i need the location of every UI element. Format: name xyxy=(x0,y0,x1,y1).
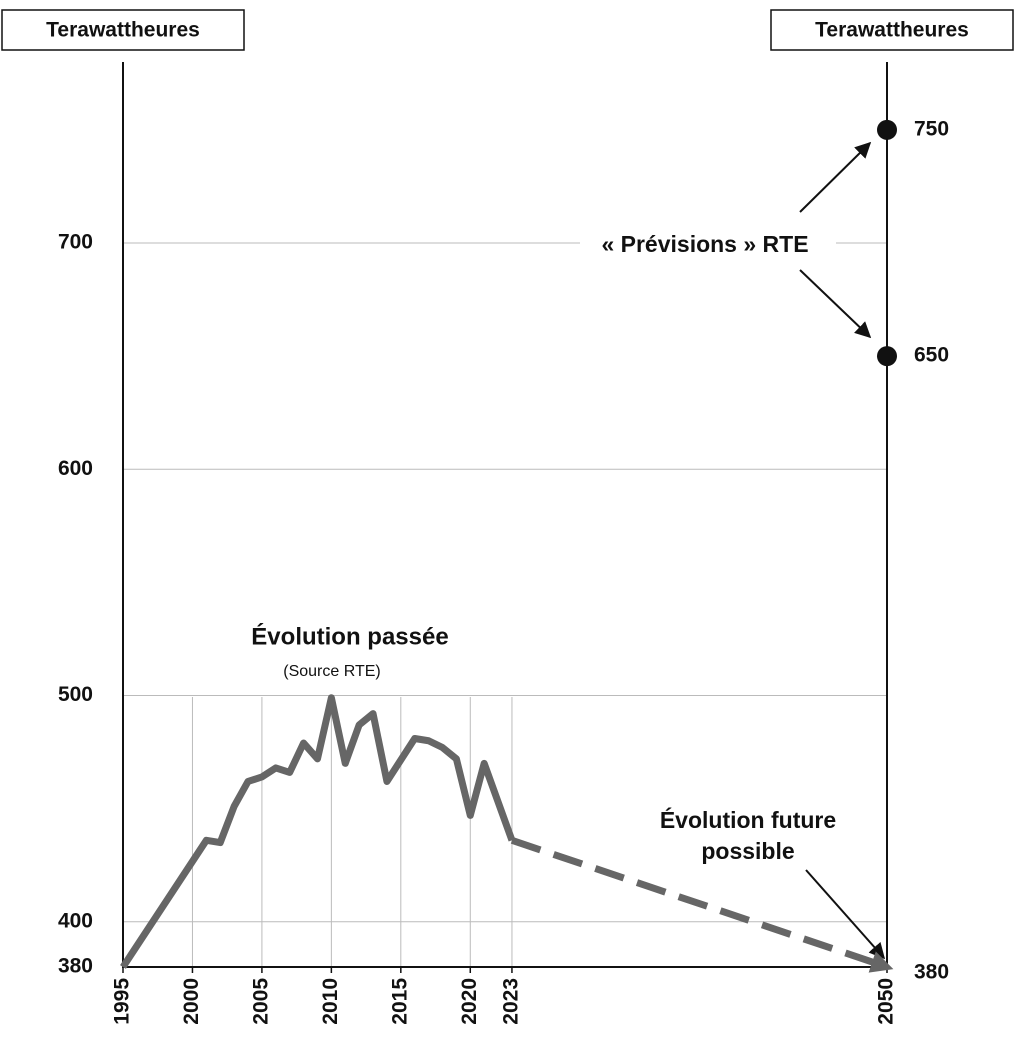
y-tick-label: 700 xyxy=(58,231,93,254)
y-tick-label: 400 xyxy=(58,909,93,932)
annotation: « Prévisions » RTE xyxy=(601,231,808,257)
forecast-point xyxy=(877,346,897,367)
x-tick-label: 2023 xyxy=(499,978,522,1025)
history-line xyxy=(120,694,516,969)
y-axis-label: Terawattheures xyxy=(46,19,200,42)
y-tick-label: 500 xyxy=(58,683,93,706)
x-tick-label: 2010 xyxy=(319,978,342,1025)
arrow xyxy=(799,141,872,213)
x-tick-label: 2020 xyxy=(458,978,481,1025)
annotation: Évolution passée xyxy=(251,622,448,650)
x-tick-label: 2000 xyxy=(180,978,203,1025)
y-tick-label: 600 xyxy=(58,457,93,480)
arrow xyxy=(799,269,872,339)
label-box xyxy=(1,9,245,51)
y2-tick-label: 750 xyxy=(914,117,949,140)
future-line xyxy=(510,836,894,973)
annotation: (Source RTE) xyxy=(283,663,381,680)
y2-tick-label: 650 xyxy=(914,344,949,367)
annotation: Évolution future xyxy=(660,806,836,833)
label-bg xyxy=(580,228,836,262)
label-box xyxy=(770,9,1014,51)
forecast-point xyxy=(877,119,897,140)
y2-axis-label: Terawattheures xyxy=(815,19,969,42)
annotation: possible xyxy=(701,838,794,864)
x-tick-label: 2005 xyxy=(249,978,272,1025)
arrow xyxy=(805,869,886,960)
y-tick-label: 380 xyxy=(58,955,93,978)
x-tick-label: 2015 xyxy=(388,978,411,1025)
x-tick-label: 2050 xyxy=(875,978,898,1025)
y2-tick-label: 380 xyxy=(914,961,949,984)
x-tick-label: 1995 xyxy=(111,978,134,1025)
